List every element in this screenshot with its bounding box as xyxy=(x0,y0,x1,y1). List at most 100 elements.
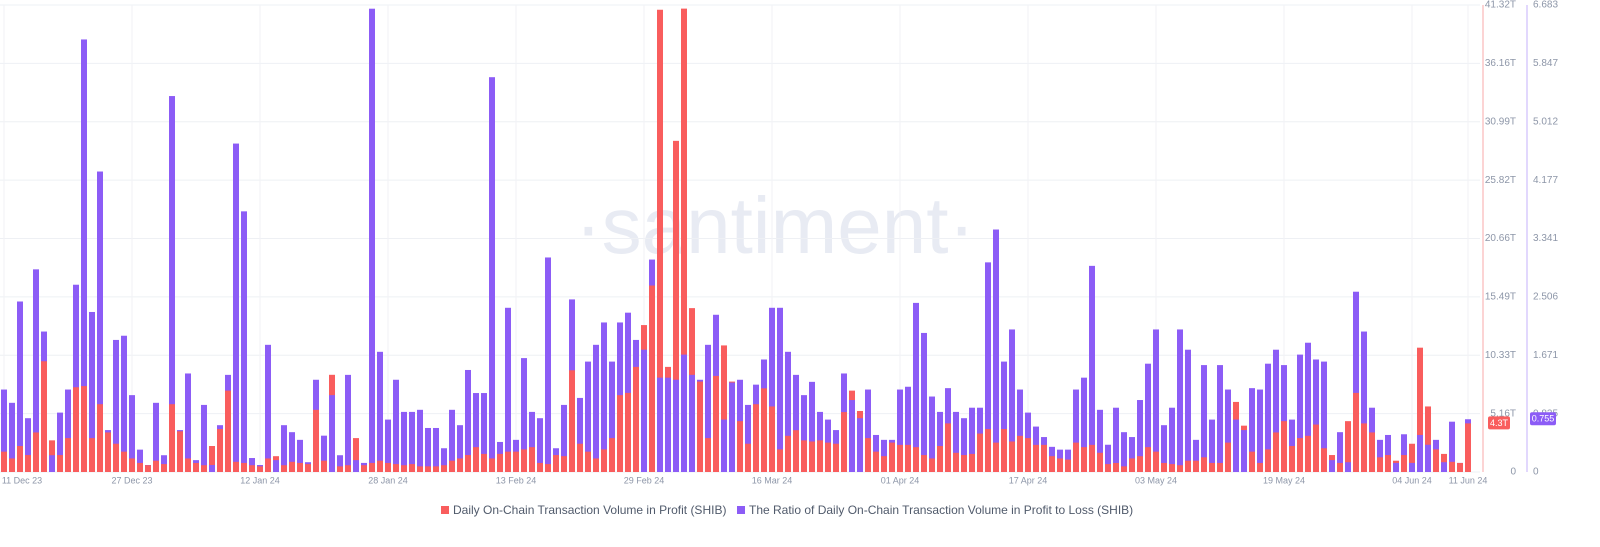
bar xyxy=(665,377,671,472)
bar xyxy=(1425,406,1431,472)
bar xyxy=(1081,447,1087,472)
bar xyxy=(1433,449,1439,472)
bar xyxy=(1105,464,1111,472)
bar xyxy=(249,458,255,472)
bar xyxy=(209,465,215,472)
bar xyxy=(129,395,135,472)
bar xyxy=(1377,439,1383,472)
bar xyxy=(1169,407,1175,472)
bar xyxy=(1257,462,1263,472)
bar xyxy=(97,404,103,472)
bar xyxy=(505,451,511,472)
bar xyxy=(233,143,239,473)
bar xyxy=(369,462,375,472)
bar xyxy=(17,446,23,472)
bar xyxy=(65,438,71,472)
bar xyxy=(161,464,167,472)
bar xyxy=(1273,432,1279,472)
bar xyxy=(881,439,887,472)
bar xyxy=(769,406,775,472)
x-tick-label: 12 Jan 24 xyxy=(240,475,280,485)
bar xyxy=(81,39,87,472)
bar xyxy=(1313,359,1319,472)
bar xyxy=(393,379,399,472)
bar xyxy=(937,411,943,472)
bar xyxy=(289,432,295,472)
bar xyxy=(97,171,103,472)
bar xyxy=(561,404,567,472)
bar xyxy=(1121,466,1127,472)
bar xyxy=(217,429,223,472)
bar xyxy=(9,458,15,472)
bar xyxy=(1329,460,1335,472)
bar xyxy=(297,462,303,472)
bar xyxy=(1073,442,1079,472)
y2-tick-label: 5.012 xyxy=(1533,116,1558,127)
bar xyxy=(617,395,623,472)
bar xyxy=(161,455,167,472)
bar xyxy=(1337,462,1343,472)
bar xyxy=(969,453,975,472)
bar xyxy=(713,375,719,472)
bar xyxy=(41,361,47,472)
bar xyxy=(345,465,351,472)
bar xyxy=(1409,462,1415,472)
bar xyxy=(1465,423,1471,472)
bar xyxy=(537,462,543,472)
bar xyxy=(865,389,871,472)
bar xyxy=(1137,400,1143,472)
y2-tick-label: 1.671 xyxy=(1533,350,1558,361)
bar xyxy=(1385,455,1391,472)
bar xyxy=(57,412,63,472)
bar xyxy=(577,443,583,472)
x-tick-label: 17 Apr 24 xyxy=(1009,475,1048,485)
bar xyxy=(89,311,95,472)
bar xyxy=(793,430,799,472)
bar xyxy=(465,455,471,472)
bar xyxy=(545,464,551,472)
last-value-badge xyxy=(1530,412,1556,426)
bar xyxy=(529,447,535,472)
bar xyxy=(1105,444,1111,472)
bar xyxy=(1169,464,1175,472)
bar xyxy=(1137,456,1143,472)
bar xyxy=(1353,392,1359,472)
last-value-label: 4.3T xyxy=(1490,418,1509,428)
bar xyxy=(785,351,791,472)
bar xyxy=(985,429,991,472)
bar xyxy=(185,373,191,472)
bar xyxy=(1209,462,1215,472)
bar xyxy=(457,425,463,472)
bar xyxy=(489,77,495,472)
bar xyxy=(1217,365,1223,472)
bar xyxy=(993,442,999,472)
bar xyxy=(945,423,951,472)
bar xyxy=(105,432,111,472)
bar xyxy=(185,458,191,472)
bar xyxy=(481,393,487,472)
bar xyxy=(897,389,903,472)
bar xyxy=(1049,456,1055,472)
legend-label: The Ratio of Daily On-Chain Transaction … xyxy=(749,503,1133,517)
bar xyxy=(249,465,255,472)
bar xyxy=(977,433,983,472)
y-tick-label: 20.66T xyxy=(1485,233,1516,244)
bar xyxy=(681,8,687,473)
bar xyxy=(921,332,927,472)
bar xyxy=(785,435,791,472)
bar xyxy=(273,460,279,472)
bar xyxy=(929,396,935,472)
bar xyxy=(321,460,327,472)
bar xyxy=(25,455,31,472)
bar xyxy=(1129,458,1135,472)
bar xyxy=(1401,455,1407,472)
bar xyxy=(593,458,599,472)
y-tick-label: 0 xyxy=(1510,467,1516,478)
bar xyxy=(1265,449,1271,472)
bar xyxy=(169,404,175,472)
bar xyxy=(1273,349,1279,472)
bar xyxy=(137,462,143,472)
y2-tick-label: 4.177 xyxy=(1533,175,1558,186)
bar xyxy=(961,455,967,472)
bar xyxy=(673,140,679,472)
